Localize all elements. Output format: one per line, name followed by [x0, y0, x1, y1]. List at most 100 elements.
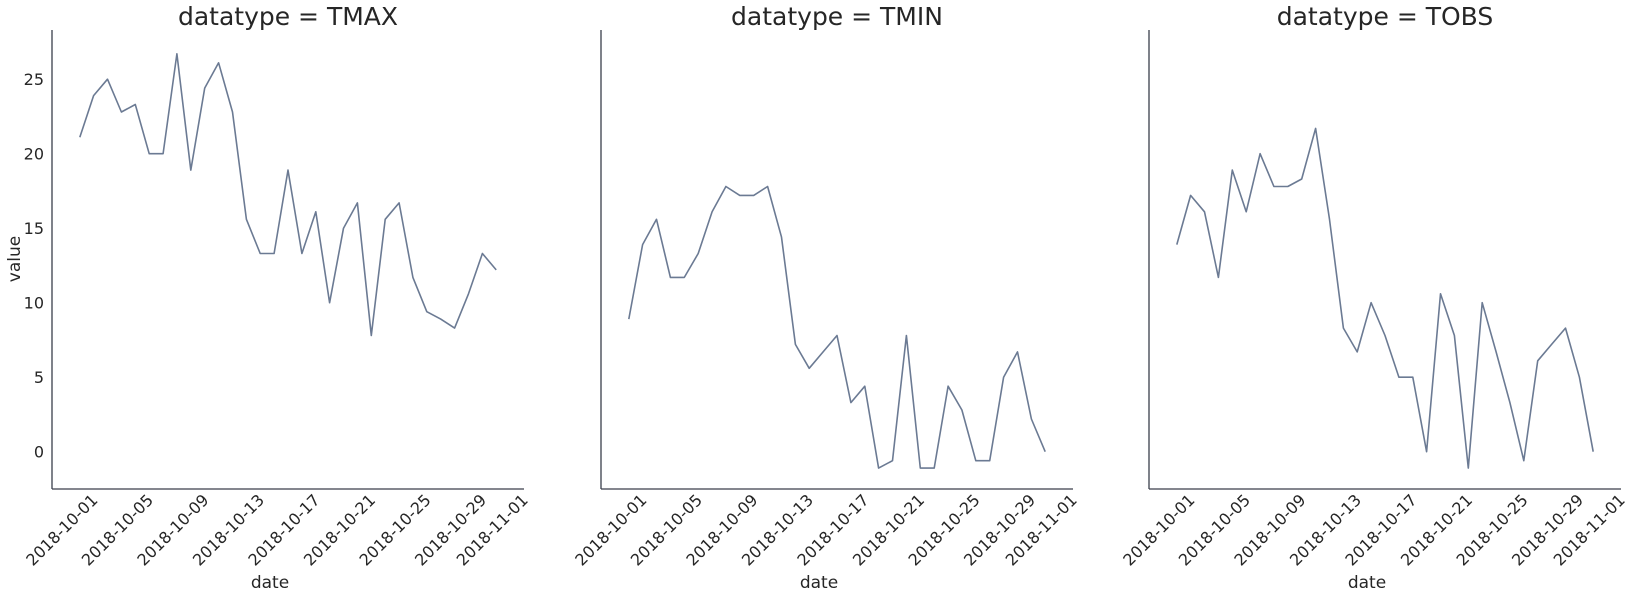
data-point	[1537, 360, 1539, 362]
series-line	[628, 185, 1046, 469]
data-point	[877, 467, 879, 469]
data-point	[1016, 351, 1018, 353]
data-point	[1578, 376, 1580, 378]
data-point	[1495, 351, 1497, 353]
data-point	[287, 169, 289, 171]
data-point	[148, 153, 150, 155]
facet-panel-2: datatype = TMIN2018-10-012018-10-052018-…	[571, 2, 1081, 593]
y-tick-label: 15	[24, 219, 44, 238]
data-point	[933, 467, 935, 469]
series-line	[79, 52, 497, 337]
data-point	[1328, 218, 1330, 220]
y-tick-label: 10	[24, 294, 44, 313]
data-point	[273, 252, 275, 254]
data-point	[891, 460, 893, 462]
data-point	[245, 218, 247, 220]
data-point	[1044, 451, 1046, 453]
data-point	[467, 293, 469, 295]
data-point	[1189, 194, 1191, 196]
data-point	[120, 111, 122, 113]
y-axis-label: value	[5, 236, 25, 282]
data-point	[919, 467, 921, 469]
data-point	[1370, 302, 1372, 304]
data-point	[1384, 334, 1386, 336]
data-point	[1217, 276, 1219, 278]
data-point	[356, 202, 358, 204]
data-point	[808, 367, 810, 369]
data-point	[106, 78, 108, 80]
data-point	[342, 227, 344, 229]
data-point	[1592, 451, 1594, 453]
data-point	[328, 302, 330, 304]
data-point	[1030, 418, 1032, 420]
data-point	[1550, 343, 1552, 345]
data-point	[1439, 293, 1441, 295]
series-line	[1176, 127, 1594, 469]
data-point	[1481, 302, 1483, 304]
data-point	[1002, 376, 1004, 378]
x-axis-label: date	[251, 573, 289, 593]
data-point	[697, 252, 699, 254]
data-point	[259, 252, 261, 254]
data-point	[1453, 334, 1455, 336]
data-point	[753, 194, 755, 196]
data-point	[975, 460, 977, 462]
data-point	[1342, 327, 1344, 329]
data-point	[440, 318, 442, 320]
data-point	[79, 136, 81, 138]
data-point	[398, 202, 400, 204]
data-point	[1273, 185, 1275, 187]
x-axis-label: date	[800, 573, 838, 593]
data-point	[780, 236, 782, 238]
data-point	[134, 103, 136, 105]
data-point	[641, 243, 643, 245]
data-point	[92, 94, 94, 96]
data-point	[725, 185, 727, 187]
data-point	[426, 311, 428, 313]
facet-panel-3: datatype = TOBS2018-10-012018-10-052018-…	[1119, 2, 1629, 593]
data-point	[1564, 327, 1566, 329]
data-point	[669, 276, 671, 278]
data-point	[217, 62, 219, 64]
data-point	[1245, 211, 1247, 213]
data-point	[864, 385, 866, 387]
data-point	[947, 385, 949, 387]
data-point	[176, 53, 178, 55]
data-point	[301, 252, 303, 254]
data-point	[905, 334, 907, 336]
data-point	[711, 211, 713, 213]
data-point	[683, 276, 685, 278]
data-point	[162, 153, 164, 155]
data-point	[739, 194, 741, 196]
data-point	[453, 327, 455, 329]
y-tick-label: 0	[34, 443, 44, 462]
data-point	[1203, 211, 1205, 213]
data-point	[822, 351, 824, 353]
y-tick-label: 5	[34, 368, 44, 387]
data-point	[794, 343, 796, 345]
data-point	[412, 276, 414, 278]
facet-panel-1: datatype = TMAX05101520252018-10-012018-…	[22, 2, 532, 593]
data-point	[1231, 169, 1233, 171]
data-point	[315, 211, 317, 213]
y-tick-label: 25	[24, 70, 44, 89]
data-point	[1301, 178, 1303, 180]
data-point	[1523, 460, 1525, 462]
data-point	[1356, 351, 1358, 353]
data-point	[961, 409, 963, 411]
data-point	[481, 252, 483, 254]
data-point	[384, 218, 386, 220]
panel-title: datatype = TMIN	[731, 2, 943, 31]
data-point	[1398, 376, 1400, 378]
data-point	[231, 111, 233, 113]
x-axis-label: date	[1348, 573, 1386, 593]
data-point	[1412, 376, 1414, 378]
data-point	[1176, 243, 1178, 245]
panel-title: datatype = TOBS	[1277, 2, 1494, 31]
data-point	[628, 318, 630, 320]
data-point	[1287, 185, 1289, 187]
data-point	[1467, 467, 1469, 469]
data-point	[495, 269, 497, 271]
data-point	[1314, 127, 1316, 129]
data-point	[836, 334, 838, 336]
